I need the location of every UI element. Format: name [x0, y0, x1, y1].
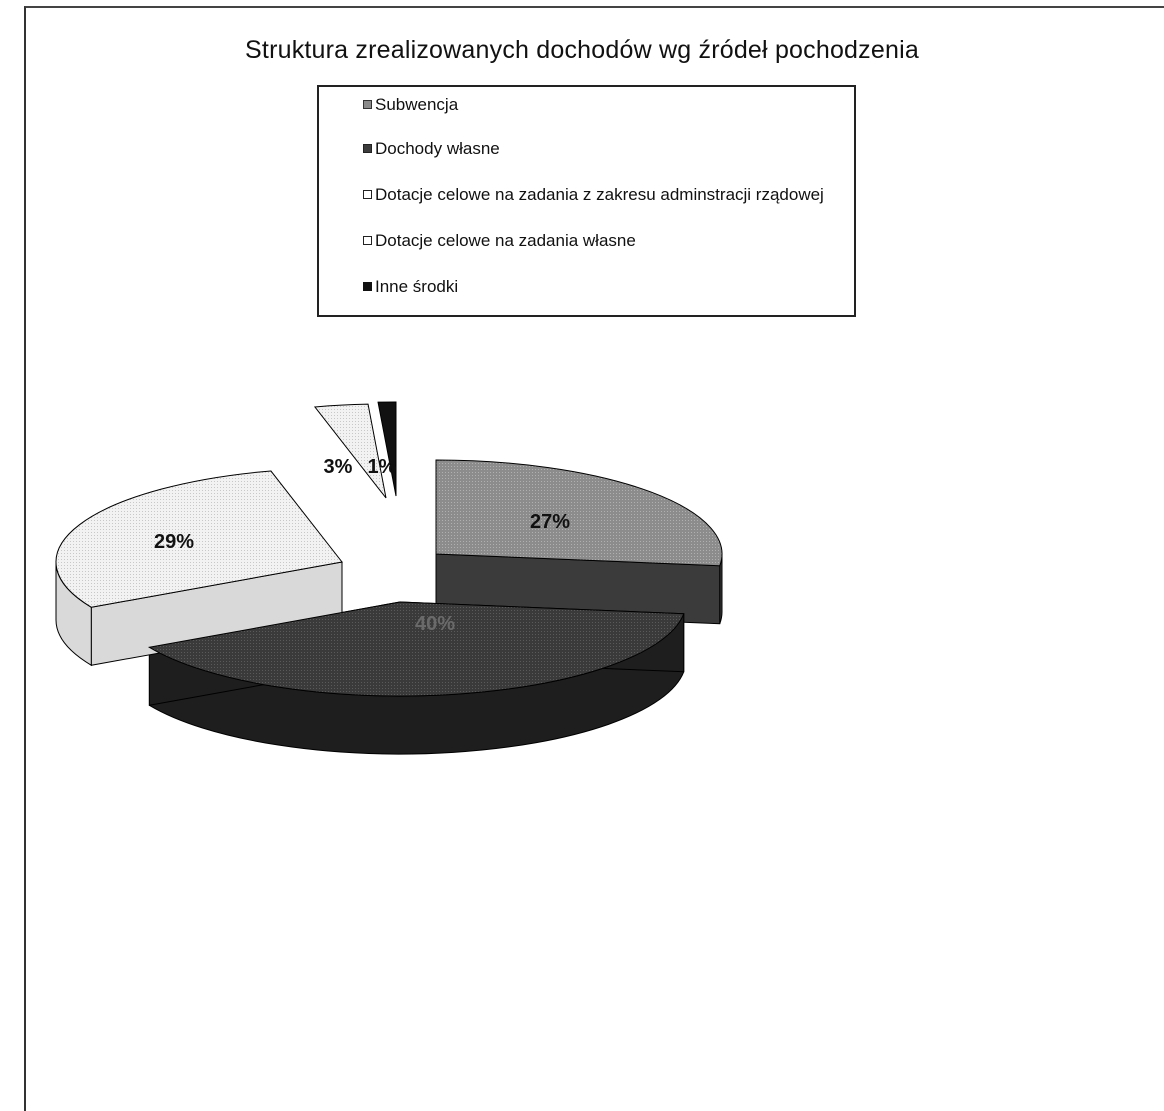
legend-item-dochody-wlasne: Dochody własne [363, 139, 843, 158]
pie-slice-value-label: 27% [530, 511, 570, 533]
legend-item-subwencja: Subwencja [363, 95, 843, 114]
legend-label: Dotacje celowe na zadania z zakresu admi… [375, 185, 824, 204]
pie-slice [377, 401, 397, 497]
legend-swatch [363, 100, 372, 109]
pie-tops [55, 401, 723, 697]
legend-swatch [363, 144, 372, 153]
pie-slice [435, 459, 723, 567]
legend-label: Inne środki [375, 277, 459, 296]
legend-item-dotacje-wlasne: Dotacje celowe na zadania własne [363, 231, 843, 250]
chart-frame [24, 6, 1164, 1111]
pie-slice [147, 601, 685, 697]
legend-item-dotacje-administracja: Dotacje celowe na zadania z zakresu admi… [363, 185, 843, 204]
legend-swatch [363, 236, 372, 245]
legend-item-inne-srodki: Inne środki [363, 277, 843, 296]
legend-swatch [363, 190, 372, 199]
pie-slice-value-label: 1% [368, 456, 397, 478]
legend-label: Subwencja [375, 95, 459, 114]
legend-swatch [363, 282, 372, 291]
pie-slice-value-label: 3% [324, 456, 353, 478]
chart-legend: Subwencja Dochody własne Dotacje celowe … [317, 85, 856, 317]
pie-slice-value-label: 40% [415, 613, 455, 635]
pie-slice [55, 470, 343, 608]
pie-slice-value-label: 29% [154, 531, 194, 553]
pie-slice [313, 403, 387, 499]
pie-labels: 27% 40% 29% 3% 1% [154, 456, 570, 635]
chart-title: Struktura zrealizowanych dochodów wg źró… [245, 36, 919, 64]
legend-label: Dochody własne [375, 139, 500, 158]
legend-label: Dotacje celowe na zadania własne [375, 231, 636, 250]
